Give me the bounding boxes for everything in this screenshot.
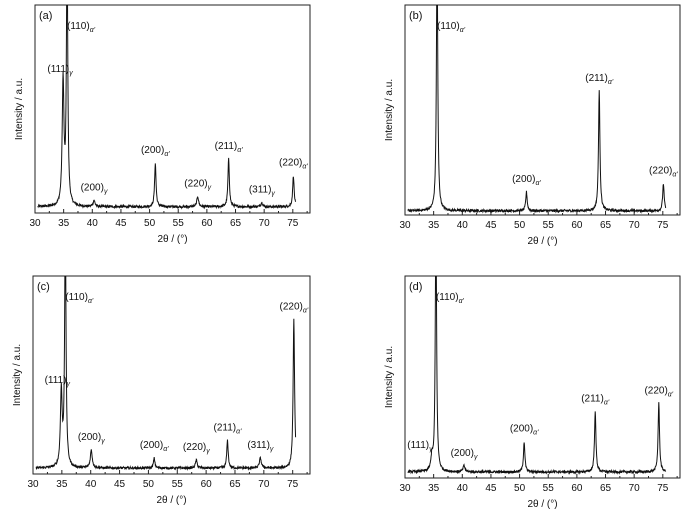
- peak-label: (200)α': [140, 440, 169, 453]
- x-tick-label: 45: [485, 483, 497, 494]
- x-tick-label: 65: [229, 479, 241, 490]
- peak-label: (111)γ: [407, 440, 433, 453]
- x-tick-label: 60: [201, 479, 213, 490]
- x-tick-label: 60: [201, 218, 213, 229]
- peak-label: (200)α': [512, 174, 541, 187]
- x-tick-label: 75: [657, 220, 669, 231]
- xrd-trace: [35, 276, 297, 472]
- x-tick-label: 70: [258, 479, 270, 490]
- x-tick-label: 45: [114, 479, 126, 490]
- y-axis-title: Intensity / a.u.: [384, 346, 395, 408]
- x-tick-label: 60: [571, 220, 583, 231]
- x-tick-label: 45: [485, 220, 497, 231]
- x-tick-label: 50: [514, 220, 526, 231]
- peak-label: (211)α': [215, 141, 244, 154]
- peak-label: (220)α': [279, 302, 308, 315]
- x-tick-label: 30: [399, 483, 411, 494]
- peak-label: (110)α': [436, 292, 465, 305]
- x-tick-label: 65: [230, 218, 242, 229]
- panel-a: 30 35 40 45 50 55 60 65 70 75 2θ / (°) Intensity / …: [14, 4, 311, 245]
- x-tick-label: 50: [143, 479, 155, 490]
- panel-label: (a): [39, 10, 52, 22]
- x-tick-label: 70: [629, 220, 641, 231]
- x-tick-label: 35: [428, 483, 440, 494]
- peak-label: (220)γ: [183, 442, 210, 455]
- x-tick-label: 50: [144, 218, 156, 229]
- x-tick-label: 35: [58, 218, 70, 229]
- plot-frame: [34, 4, 311, 214]
- peak-label: (220)α': [644, 385, 673, 398]
- x-tick-label: 75: [287, 479, 299, 490]
- peak-label: (110)α': [437, 21, 466, 34]
- peak-label: (200)γ: [81, 183, 108, 196]
- x-tick-label: 40: [457, 483, 469, 494]
- x-tick-label: 55: [543, 483, 555, 494]
- x-tick-label: 50: [514, 483, 526, 494]
- x-tick-label: 55: [543, 220, 555, 231]
- peak-label: (110)α': [65, 292, 94, 305]
- peak-label: (200)γ: [78, 432, 105, 445]
- x-tick-label: 55: [172, 479, 184, 490]
- x-axis-title: 2θ / (°): [527, 499, 557, 510]
- peak-label: (111)γ: [47, 64, 73, 77]
- peak-label: (200)α': [141, 145, 170, 158]
- x-tick-label: 40: [87, 218, 99, 229]
- x-tick-label: 35: [56, 479, 68, 490]
- peak-label: (211)α': [214, 422, 243, 435]
- peak-label: (110)α': [67, 21, 96, 34]
- panel-d: 30 35 40 45 50 55 60 65 70 75 2θ / (°) Intensity / …: [384, 275, 681, 510]
- panel-label: (d): [409, 281, 422, 293]
- y-axis-title: Intensity / a.u.: [12, 344, 23, 406]
- peak-label: (211)α': [585, 73, 614, 86]
- y-axis-title: Intensity / a.u.: [14, 78, 25, 140]
- peak-label: (200)γ: [451, 448, 478, 461]
- x-tick-label: 70: [259, 218, 271, 229]
- plot-frame: [404, 4, 681, 216]
- x-tick-label: 35: [428, 220, 440, 231]
- x-tick-label: 40: [85, 479, 97, 490]
- panel-label: (c): [37, 281, 50, 293]
- x-tick-label: 30: [399, 220, 411, 231]
- x-tick-label: 55: [173, 218, 185, 229]
- x-tick-label: 75: [657, 483, 669, 494]
- x-tick-label: 70: [629, 483, 641, 494]
- peak-label: (220)α': [279, 158, 308, 171]
- x-axis-title: 2θ / (°): [157, 234, 187, 245]
- x-tick-label: 40: [457, 220, 469, 231]
- panel-b: 30 35 40 45 50 55 60 65 70 75 2θ / (°) Intensity / …: [384, 4, 681, 247]
- peak-label: (211)α': [581, 393, 610, 406]
- x-tick-label: 60: [571, 483, 583, 494]
- x-tick-label: 30: [27, 479, 39, 490]
- peak-label: (311)γ: [247, 440, 274, 453]
- peak-label: (111)γ: [45, 375, 71, 388]
- peak-label: (220)γ: [184, 178, 211, 191]
- x-axis-title: 2θ / (°): [527, 236, 557, 247]
- y-axis-title: Intensity / a.u.: [384, 79, 395, 141]
- panel-c: 30 35 40 45 50 55 60 65 70 75 2θ / (°) Intensity / …: [12, 275, 311, 506]
- x-tick-label: 75: [287, 218, 299, 229]
- x-tick-label: 65: [600, 483, 612, 494]
- x-tick-label: 30: [29, 218, 41, 229]
- xrd-trace: [407, 276, 667, 475]
- peak-label: (220)α': [649, 166, 678, 179]
- peak-label: (311)γ: [249, 185, 276, 198]
- panel-label: (b): [409, 10, 422, 22]
- peak-label: (200)α': [510, 424, 539, 437]
- xrd-trace: [407, 5, 667, 214]
- plot-frame: [404, 275, 681, 479]
- x-tick-label: 65: [600, 220, 612, 231]
- plot-frame: [32, 275, 311, 475]
- x-tick-label: 45: [115, 218, 127, 229]
- xrd-trace: [37, 5, 297, 210]
- x-axis-title: 2θ / (°): [156, 495, 186, 506]
